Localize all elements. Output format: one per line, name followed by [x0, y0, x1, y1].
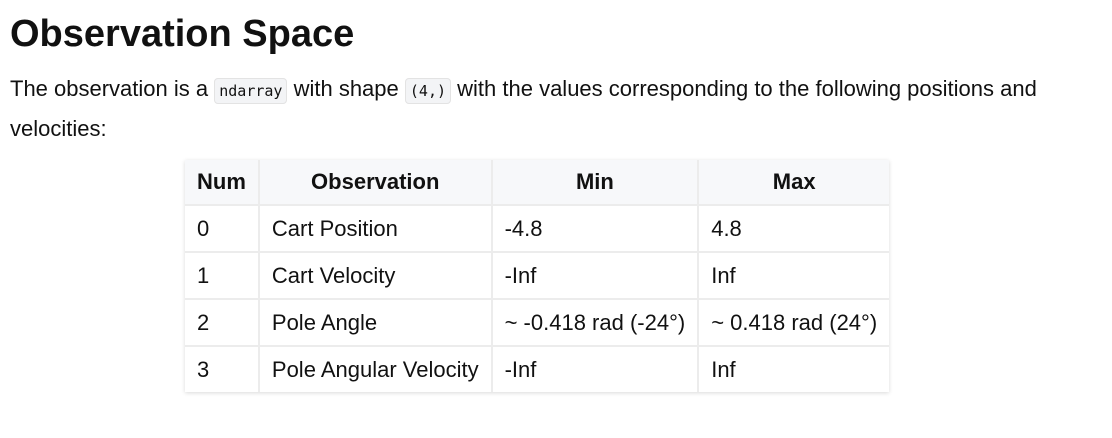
page: Observation Space The observation is a n…	[0, 10, 1112, 438]
column-header: Min	[490, 160, 700, 206]
table-cell: Pole Angle	[257, 298, 493, 347]
table-cell: Inf	[697, 251, 890, 300]
table-cell: Cart Position	[257, 204, 493, 253]
paragraph: The observation is a ndarray with shape …	[10, 70, 1105, 148]
header-row: Num Observation Min Max	[185, 160, 890, 206]
column-header: Num	[185, 160, 260, 206]
table-cell: Cart Velocity	[257, 251, 493, 300]
text: The observation is a	[10, 76, 209, 101]
table-body: 0 Cart Position -4.8 4.8 1 Cart Velocity -Inf I…	[185, 204, 890, 392]
table-cell: 4.8	[697, 204, 890, 253]
column-header: Max	[697, 160, 890, 206]
text: with shape	[293, 76, 399, 101]
table-row: 1 Cart Velocity -Inf Inf	[185, 251, 890, 300]
heading: Observation Space	[10, 13, 355, 55]
table-cell: Pole Angular Velocity	[257, 345, 493, 392]
table-row: 2 Pole Angle ~ -0.418 rad (-24°) ~ 0.418 ra…	[185, 298, 890, 347]
inline-code: (4,)	[404, 78, 452, 104]
table-cell: 2	[185, 298, 260, 347]
table-row: 3 Pole Angular Velocity -Inf Inf	[185, 345, 890, 392]
table-cell: ~ 0.418 rad (24°)	[697, 298, 890, 347]
table-cell: ~ -0.418 rad (-24°)	[490, 298, 700, 347]
table-cell: -4.8	[490, 204, 700, 253]
table-cell: 1	[185, 251, 260, 300]
table-row: 0 Cart Position -4.8 4.8	[185, 204, 890, 253]
table-cell: -Inf	[490, 251, 700, 300]
content: Observation Space The observation is a n…	[0, 10, 1112, 392]
table-cell: 3	[185, 345, 260, 392]
column-header: Observation	[257, 160, 493, 206]
text: with the values corresponding to the fol…	[10, 76, 1037, 141]
table-cell: Inf	[697, 345, 890, 392]
table-head: Num Observation Min Max	[185, 160, 890, 206]
table-cell: 0	[185, 204, 260, 253]
table-cell: -Inf	[490, 345, 700, 392]
inline-code: ndarray	[214, 78, 288, 104]
observation-table: Num Observation Min Max 0 Cart Position -4.8 4…	[185, 160, 890, 392]
